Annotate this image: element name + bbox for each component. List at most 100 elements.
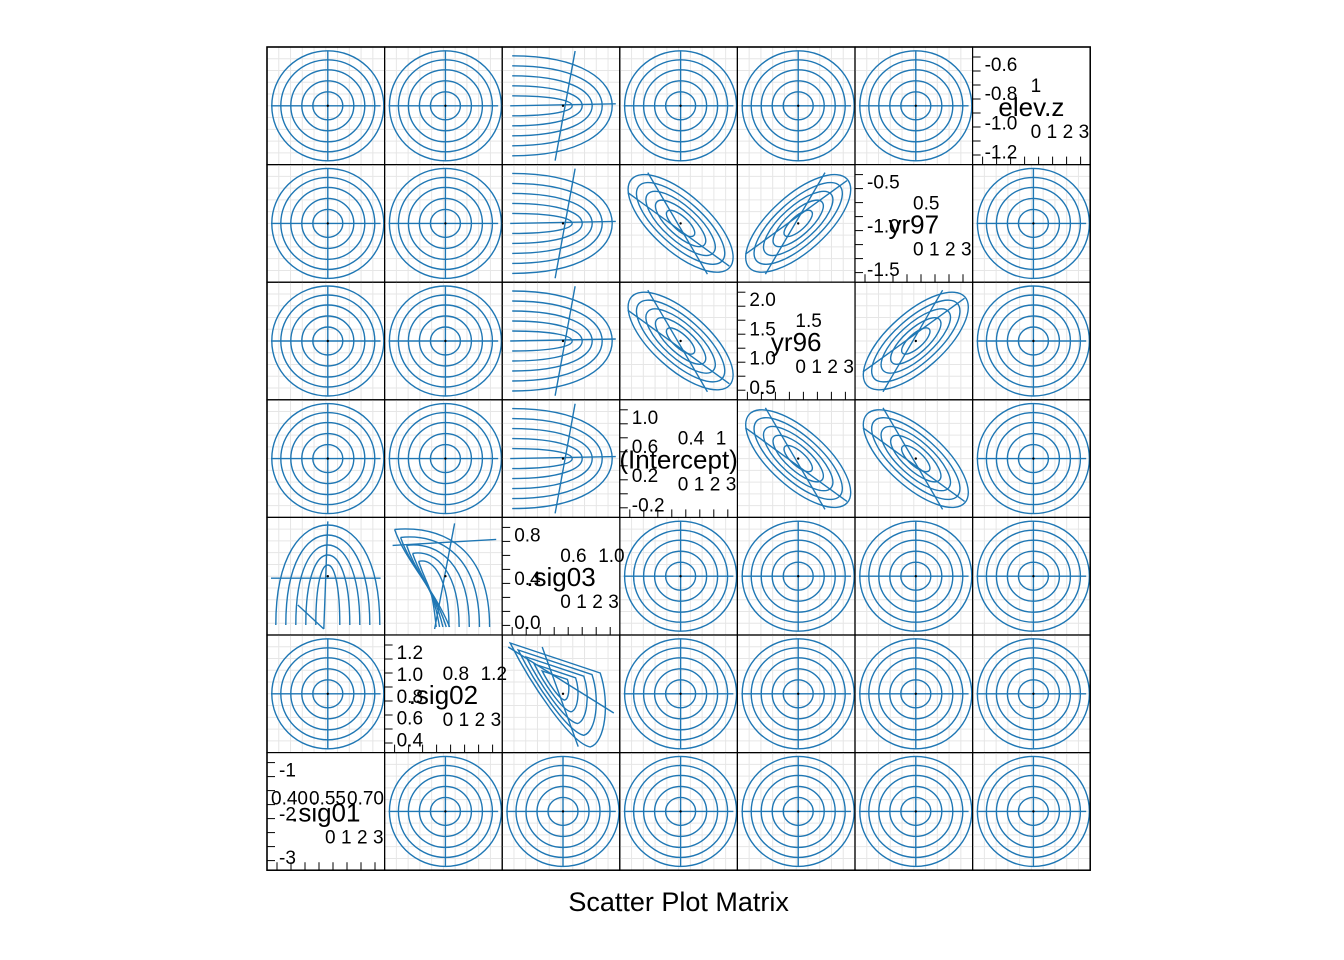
center-point [679,575,682,578]
scatter-panel [501,46,621,166]
tick-label: 0 [443,710,454,731]
tick-label: 3 [1079,122,1090,143]
scatter-panel [736,399,856,518]
contour-line [627,173,734,273]
tick-label: 0.6 [560,546,586,567]
scatter-panel [619,281,738,401]
tick-label: 2.0 [749,290,775,311]
tick-label: 0.4 [514,569,541,590]
profile-trace [764,172,826,275]
tick-label: 0.5 [913,193,939,214]
contour-line [512,330,573,352]
scatter-panel [501,281,621,401]
scatter-panel [384,399,503,518]
contour-line [880,425,952,492]
scatter-panel [266,516,386,636]
tick-label: 1 [341,827,352,848]
contour-line [665,209,696,238]
tick-label: 0.0 [514,613,540,634]
contour-line [890,317,942,365]
center-point [1032,810,1035,813]
profile-trace [744,180,848,255]
scatter-panel [619,751,738,871]
contour-line [512,192,593,255]
scatter-panel [736,634,856,754]
contour-line [512,407,613,510]
tick-label: 0.70 [347,789,384,810]
scatter-panel [266,399,386,518]
scatter-panel [501,751,621,871]
tick-label: 3 [843,357,854,378]
scatter-panel [854,516,974,636]
tick-label: 1 [1047,122,1058,143]
center-point [679,222,682,225]
tick-label: 1 [459,710,470,731]
contour-line [417,560,450,628]
profile-trace [554,50,576,161]
center-point [914,339,917,343]
x-axis-label: Scatter Plot Matrix [568,887,789,917]
contour-line [393,528,491,628]
scatter-panel [854,634,974,754]
tick-label: 1.0 [598,546,624,567]
tick-label: 2 [827,357,838,378]
center-point [914,810,917,813]
diagonal-panel: yr96 2.0 1.5 1.0 0.5 0 1 2 3 1.5 [736,281,856,401]
tick-label: 3 [726,475,737,496]
contour-line [654,199,707,248]
panel-border [736,281,856,401]
tick-label: 0.8 [514,525,540,546]
scatter-panel [736,164,856,283]
contour-line [762,425,834,492]
center-point [797,222,800,225]
scatter-panel [501,399,621,518]
tick-label: 0.4 [678,429,705,450]
tick-label: 0 [325,827,336,848]
center-point [797,104,800,108]
center-point [326,692,329,695]
scatter-panel [736,46,856,166]
contour-line [744,173,852,273]
tick-label: -1.2 [985,143,1018,164]
tick-label: -0.8 [985,84,1018,105]
scatter-panel [384,46,503,166]
profile-trace [554,286,576,396]
panel-border [501,516,621,636]
contour-line [512,182,603,265]
center-point [326,339,329,343]
scatter-panel [619,46,738,166]
center-point [444,575,447,578]
variable-label: .sig01 [291,797,360,827]
center-point [679,692,682,695]
panel-border [619,399,738,518]
tick-label: 1.5 [795,311,821,332]
center-point [914,692,917,695]
tick-label: -1.0 [985,113,1018,134]
profile-trace [862,427,966,502]
profile-trace [554,168,576,279]
contour-line [512,75,593,137]
profile-trace [323,521,329,630]
diagonal-panel: .sig03 0.8 0.4 0.0 0 1 2 3 0.6 1.0 [501,516,625,636]
contour-line [512,202,583,245]
center-point [561,810,565,813]
tick-label: 0.4 [397,731,424,752]
contour-line [862,291,970,391]
profile-trace [882,407,944,510]
center-point [326,222,329,225]
scatter-panel [501,164,621,283]
tick-label: 1 [929,239,940,260]
variable-label: (Intercept) [619,445,738,475]
contour-line [512,65,603,147]
tick-label: 3 [491,710,502,731]
tick-label: 2 [710,475,721,496]
contour-line [512,55,613,157]
center-point [1032,222,1035,225]
tick-label: -0.5 [867,173,900,194]
contour-line [512,85,583,127]
tick-label: 1.2 [397,643,423,664]
matrix-frame [266,46,1091,871]
panel-grid: .sig01-1-2-30.40 0.55 0.700 1 2 3.sig021.21.0… [266,46,1091,871]
profile-trace [744,427,848,502]
tick-label: 3 [961,239,972,260]
